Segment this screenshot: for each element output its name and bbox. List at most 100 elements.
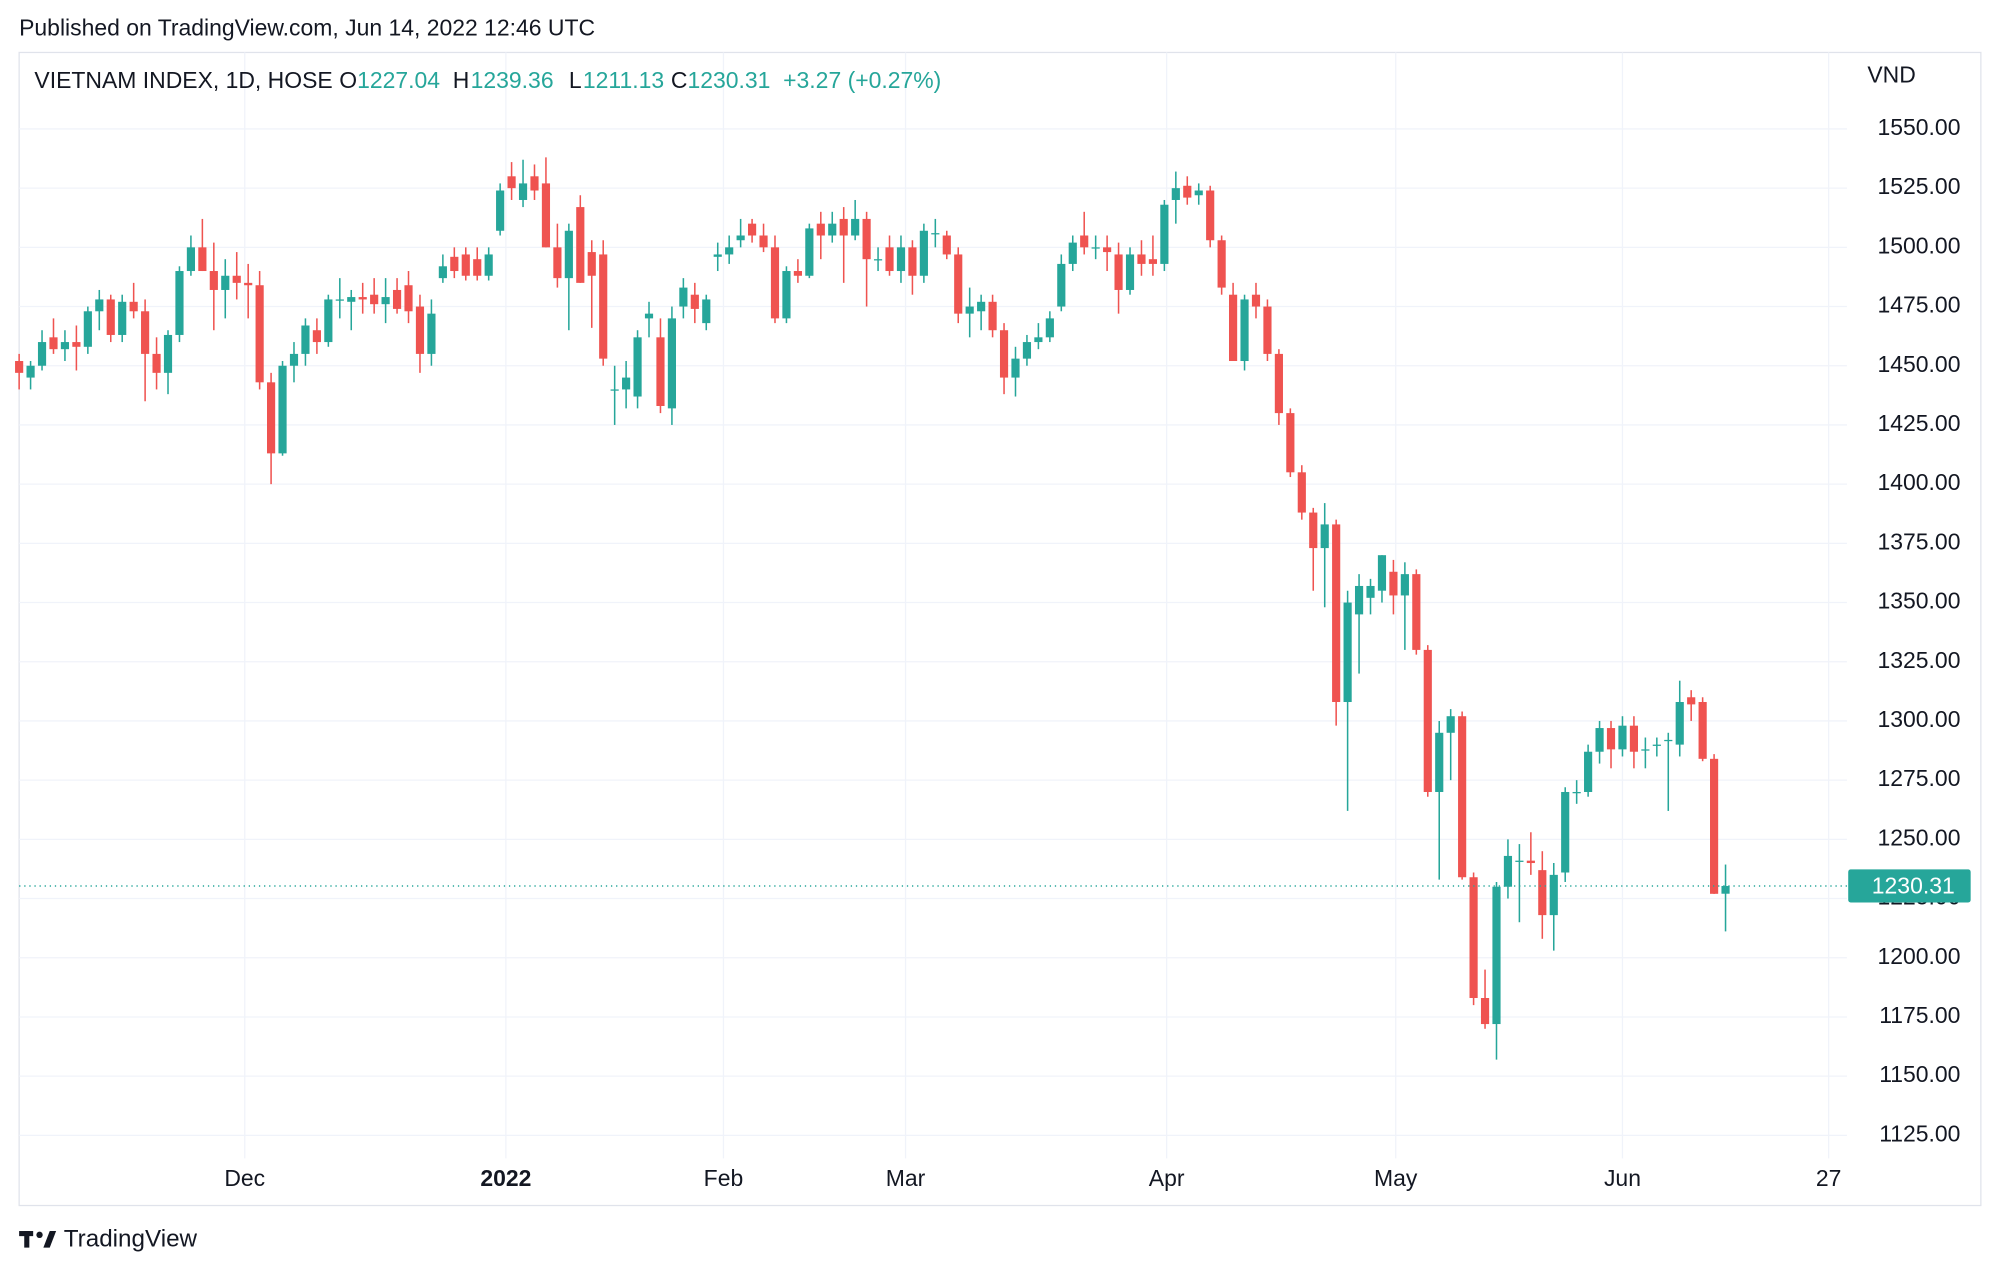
candle-body	[83, 311, 92, 347]
candle-body	[1274, 353, 1283, 414]
candle-body	[988, 301, 997, 331]
candles	[15, 157, 1730, 1060]
candle-body	[610, 389, 619, 391]
candle-body	[1710, 758, 1719, 894]
candle-body	[667, 318, 677, 409]
close-value: 1230.31	[688, 67, 771, 93]
candle-body	[1045, 318, 1054, 338]
candle-body	[221, 275, 230, 290]
candle-body	[1618, 725, 1627, 750]
candle-body	[908, 247, 917, 276]
candle-body	[1011, 358, 1020, 378]
candle-body	[942, 235, 951, 255]
candle-body	[1366, 585, 1375, 598]
chart-frame	[18, 51, 1982, 1207]
x-tick-label: 27	[1816, 1165, 1842, 1191]
candle-body	[518, 183, 528, 200]
candle-body	[1080, 235, 1089, 248]
candle-body	[37, 342, 47, 366]
candle-body	[198, 247, 207, 272]
last-price-tag	[1848, 869, 1971, 903]
candle-body	[175, 271, 184, 335]
candle-body	[702, 299, 711, 324]
candle-body	[1721, 885, 1730, 894]
candle-body	[873, 259, 883, 261]
y-tick-label: 1475.00	[1878, 292, 1961, 318]
candle-body	[1641, 749, 1650, 751]
candle-body	[1091, 247, 1100, 249]
candle-body	[1526, 860, 1535, 864]
last-price-label: 1230.31	[1872, 872, 1955, 898]
candle-body	[1675, 702, 1684, 745]
candle-body	[438, 266, 447, 279]
y-tick-label: 1175.00	[1879, 1002, 1960, 1028]
candle-body	[1389, 571, 1398, 596]
candle-body	[106, 299, 115, 335]
y-tick-label: 1525.00	[1878, 173, 1961, 199]
candle-body	[576, 207, 585, 283]
candle-body	[748, 223, 757, 236]
candle-body	[599, 254, 608, 359]
candle-body	[152, 353, 161, 373]
candle-body	[965, 306, 974, 314]
y-tick-label: 1350.00	[1878, 588, 1961, 614]
candle-body	[931, 233, 940, 235]
ohlc-letter: O	[339, 67, 357, 93]
candle-body	[736, 235, 745, 241]
candle-body	[1022, 342, 1032, 359]
candle-body	[232, 275, 241, 283]
candle-body	[95, 299, 104, 312]
candle-body	[1606, 728, 1616, 750]
candle-body	[851, 218, 860, 236]
candle-body	[473, 259, 482, 276]
candle-body	[427, 313, 436, 354]
candle-body	[1148, 259, 1158, 264]
candle-body	[1377, 555, 1387, 591]
candle-body	[1629, 725, 1639, 752]
candle-body	[370, 294, 379, 305]
candle-body	[1194, 190, 1203, 196]
candle-body	[1240, 299, 1249, 362]
candle-body	[1343, 602, 1352, 703]
candle-body	[1217, 240, 1226, 288]
candle-body	[713, 254, 722, 257]
brand-logo	[19, 1231, 57, 1248]
candle-body	[1584, 751, 1593, 792]
candle-body	[954, 254, 963, 314]
candle-body	[1332, 524, 1341, 703]
candle-body	[1698, 702, 1707, 759]
ohlc-letter: H	[453, 67, 470, 93]
candle-body	[496, 190, 505, 231]
candle-body	[1492, 886, 1501, 1025]
candle-body	[1595, 728, 1604, 752]
open-value: 1227.04	[357, 67, 440, 93]
candle-body	[186, 247, 196, 272]
candle-body	[1251, 294, 1261, 307]
candle-body	[1171, 188, 1180, 200]
candle-body	[1412, 574, 1421, 650]
candle-body	[141, 311, 150, 354]
candle-body	[564, 230, 573, 279]
candle-body	[1206, 190, 1215, 241]
candle-body	[1503, 855, 1513, 887]
candle-body	[60, 342, 70, 350]
candle-body	[1229, 294, 1238, 362]
candle-body	[885, 247, 894, 272]
candle-body	[1458, 716, 1467, 878]
y-tick-label: 1325.00	[1878, 647, 1961, 673]
y-tick-label: 1250.00	[1878, 824, 1961, 850]
candle-body	[1549, 874, 1558, 916]
candle-body	[1137, 254, 1146, 264]
candle-body	[49, 337, 58, 350]
candle-body	[1114, 254, 1123, 290]
candle-body	[461, 254, 470, 276]
y-tick-label: 1300.00	[1878, 706, 1961, 732]
y-tick-label: 1275.00	[1878, 765, 1961, 791]
candle-body	[404, 285, 413, 312]
candle-body	[347, 297, 356, 302]
grid	[19, 52, 1847, 1159]
y-tick-label: 1425.00	[1878, 410, 1961, 436]
x-tick-label: May	[1374, 1165, 1418, 1191]
candle-body	[255, 285, 264, 383]
